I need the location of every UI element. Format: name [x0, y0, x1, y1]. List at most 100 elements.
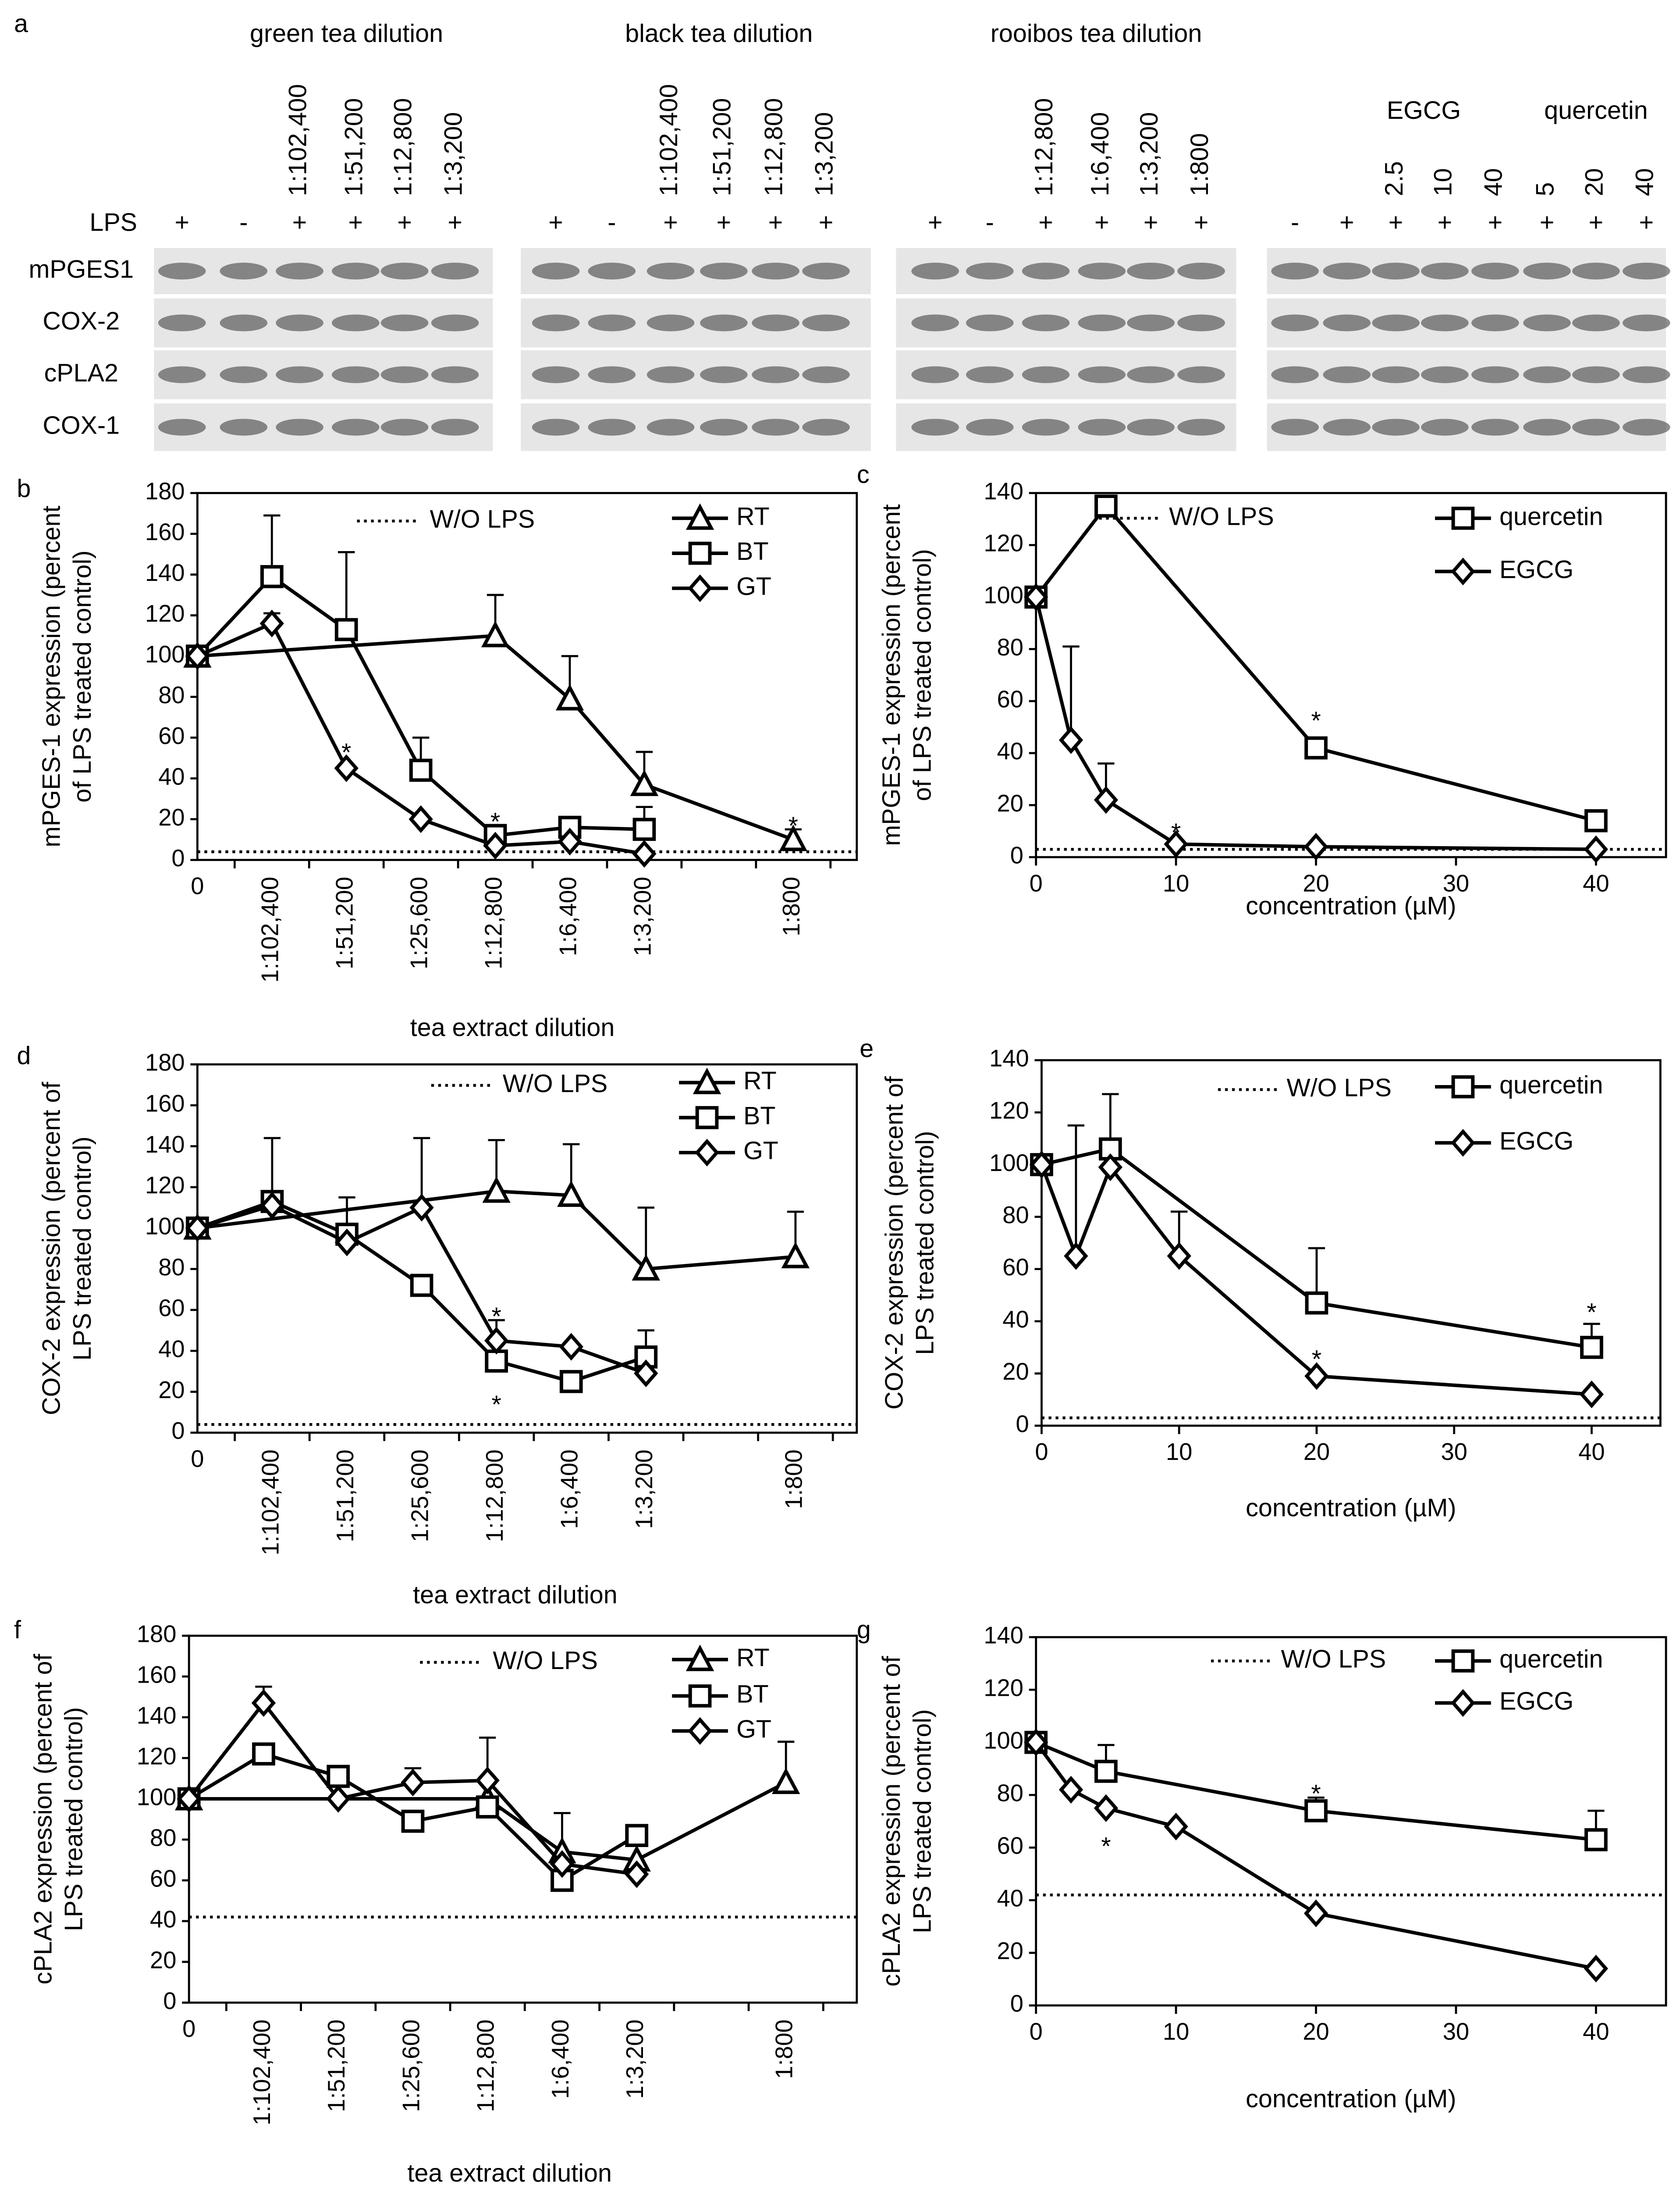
data-point: [625, 1860, 649, 1888]
blot-band: [752, 263, 799, 280]
blot-band: [532, 419, 580, 436]
series-line: [1034, 596, 1596, 851]
data-point: [1304, 1799, 1328, 1822]
data-point: [1580, 1335, 1603, 1359]
blot-band: [1623, 366, 1670, 383]
lane-label: 1:102,400: [284, 84, 312, 196]
blot-band: [966, 314, 1014, 331]
data-point: [259, 609, 284, 637]
data-point: [260, 1192, 284, 1220]
annotation: *: [491, 1303, 501, 1331]
data-point: [1094, 494, 1118, 518]
blot-band: [332, 366, 380, 383]
x-axis-label: concentration (µM): [1246, 1494, 1456, 1522]
blot-band: [1127, 366, 1175, 383]
blot-band: [332, 263, 380, 280]
blot-band: [532, 366, 580, 383]
data-point: [1094, 1759, 1118, 1783]
legend-marker: [688, 574, 712, 602]
legend-label: EGCG: [1499, 1687, 1573, 1716]
legend-marker: [1451, 557, 1475, 586]
y-tick-label: 20: [997, 790, 1023, 817]
x-tick-label: 1:102,400: [257, 877, 284, 983]
data-point: [334, 754, 359, 782]
data-point: [1164, 830, 1188, 858]
blot-band: [1523, 366, 1571, 383]
blot-band: [1523, 419, 1571, 436]
blot-band: [1078, 366, 1126, 383]
data-point: [632, 840, 657, 868]
blot-band: [431, 419, 479, 436]
annotation: *: [1312, 1345, 1321, 1374]
data-point: [476, 1795, 499, 1819]
blot-band: [1271, 263, 1319, 280]
blot-band: [966, 366, 1014, 383]
lane-label: 10: [1429, 168, 1457, 196]
data-point: [1584, 1954, 1609, 1983]
blot-band: [1271, 419, 1319, 436]
lps-sign: +: [717, 209, 732, 237]
y-tick-label: 120: [145, 600, 185, 627]
x-tick-label: 40: [1578, 1438, 1605, 1465]
y-tick-label: 20: [997, 1938, 1023, 1965]
lane-label: 1:3,200: [439, 112, 467, 196]
data-point: [410, 1274, 433, 1297]
blot-band: [1127, 263, 1175, 280]
blot-band: [646, 314, 695, 331]
legend-label: W/O LPS: [1286, 1074, 1392, 1102]
y-tick-label: 40: [158, 1336, 185, 1363]
legend-label: W/O LPS: [430, 505, 535, 534]
lps-label: LPS: [89, 209, 137, 237]
series-line: [1035, 1741, 1596, 1842]
x-tick-label: 1:12,800: [472, 2019, 499, 2112]
blot-band: [1323, 366, 1371, 383]
data-point: [1305, 1291, 1328, 1315]
lps-sign: -: [1291, 209, 1299, 237]
data-point: [550, 1850, 575, 1878]
data-point: [177, 1785, 201, 1813]
x-tick-label: 1:800: [771, 2019, 798, 2079]
x-tick-label: 40: [1583, 870, 1609, 897]
group-title: rooibos tea dilution: [991, 19, 1202, 47]
x-tick-label: 10: [1163, 870, 1189, 897]
x-tick-label: 1:6,400: [547, 2019, 574, 2099]
blot-band: [588, 419, 636, 436]
blot-band: [220, 419, 268, 436]
data-point: [260, 565, 284, 588]
y-tick-label: 120: [137, 1743, 177, 1769]
blot-band: [220, 314, 268, 331]
blot-band: [1323, 419, 1371, 436]
blot-band: [1022, 314, 1070, 331]
lps-sign: +: [1488, 209, 1503, 237]
blot-band: [380, 314, 429, 331]
data-point: [555, 684, 584, 711]
blot-band: [1421, 314, 1469, 331]
data-point: [1094, 1794, 1119, 1822]
data-point: [559, 1370, 583, 1393]
legend-label: EGCG: [1499, 1127, 1573, 1155]
blot-band: [276, 314, 323, 331]
y-tick-label: 160: [145, 1090, 185, 1117]
lps-sign: +: [1038, 209, 1053, 237]
legend-label: GT: [743, 1137, 778, 1165]
blot-band: [700, 263, 748, 280]
blot-band: [1127, 419, 1175, 436]
y-tick-label: 0: [1016, 1410, 1029, 1437]
lane-label: 40: [1480, 168, 1508, 196]
y-tick-label: 100: [137, 1783, 177, 1810]
data-point: [252, 1742, 275, 1766]
lane-label: 1:12,800: [389, 98, 417, 196]
data-point: [482, 1176, 511, 1203]
series-line: [1034, 503, 1597, 822]
x-tick-label: 20: [1303, 2018, 1329, 2045]
error-bar: [1067, 1124, 1085, 1256]
data-point: [475, 1766, 500, 1794]
blot-band: [1471, 314, 1519, 331]
data-point: [1064, 1242, 1088, 1270]
data-point: [1094, 786, 1119, 814]
error-bar: [1062, 645, 1080, 740]
lane-label: 1:51,200: [340, 98, 368, 196]
data-point: [630, 769, 659, 796]
blot-band: [332, 314, 380, 331]
